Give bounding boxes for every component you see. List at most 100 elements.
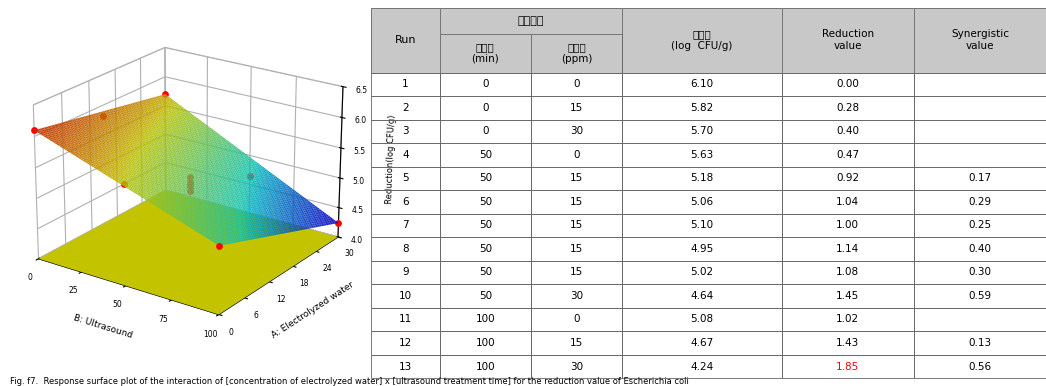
Bar: [914, 284, 1046, 308]
Text: 5.08: 5.08: [690, 315, 713, 325]
Bar: [531, 214, 622, 237]
Bar: [371, 8, 439, 73]
Bar: [781, 73, 914, 96]
Bar: [371, 284, 439, 308]
Text: 50: 50: [479, 244, 492, 254]
Text: 0.59: 0.59: [969, 291, 992, 301]
Bar: [781, 237, 914, 261]
Text: 초음파
(min): 초음파 (min): [472, 42, 499, 64]
Bar: [781, 261, 914, 284]
Text: 결과값
(log  CFU/g): 결과값 (log CFU/g): [672, 29, 732, 51]
Bar: [914, 190, 1046, 214]
Bar: [371, 308, 439, 331]
Text: 11: 11: [399, 315, 412, 325]
Text: 0: 0: [482, 103, 488, 113]
Text: Fig. f7.  Response surface plot of the interaction of [concentration of electrol: Fig. f7. Response surface plot of the in…: [10, 377, 689, 386]
Bar: [439, 261, 531, 284]
Bar: [781, 143, 914, 167]
Text: 100: 100: [476, 338, 495, 348]
Bar: [439, 120, 531, 143]
Bar: [371, 120, 439, 143]
Text: 50: 50: [479, 291, 492, 301]
Y-axis label: A: Electrolyzed water: A: Electrolyzed water: [271, 279, 356, 340]
Text: 5.82: 5.82: [690, 103, 713, 113]
Bar: [531, 34, 622, 73]
Text: 0: 0: [482, 80, 488, 89]
Text: 0.25: 0.25: [969, 220, 992, 230]
Text: 15: 15: [570, 338, 583, 348]
Bar: [914, 96, 1046, 120]
Text: 4: 4: [403, 150, 409, 160]
Bar: [622, 190, 781, 214]
Bar: [622, 167, 781, 190]
Bar: [622, 308, 781, 331]
Text: 100: 100: [476, 315, 495, 325]
Bar: [531, 261, 622, 284]
Text: 5.18: 5.18: [690, 173, 713, 183]
Bar: [531, 190, 622, 214]
Bar: [531, 308, 622, 331]
Text: 0: 0: [482, 126, 488, 136]
Text: 1.14: 1.14: [836, 244, 860, 254]
Bar: [622, 237, 781, 261]
Bar: [439, 143, 531, 167]
Bar: [439, 284, 531, 308]
Text: Reduction
value: Reduction value: [822, 29, 873, 51]
Text: 0: 0: [573, 80, 579, 89]
Text: 15: 15: [570, 244, 583, 254]
Text: 0.40: 0.40: [836, 126, 859, 136]
Bar: [531, 120, 622, 143]
Bar: [371, 190, 439, 214]
Text: 4.24: 4.24: [690, 362, 713, 371]
Bar: [371, 355, 439, 378]
Text: 1.00: 1.00: [836, 220, 859, 230]
Bar: [914, 308, 1046, 331]
Bar: [622, 143, 781, 167]
Bar: [781, 8, 914, 73]
Text: 처리조건: 처리조건: [518, 16, 544, 26]
Text: 0.56: 0.56: [969, 362, 992, 371]
Text: 6.10: 6.10: [690, 80, 713, 89]
Bar: [531, 167, 622, 190]
Bar: [914, 355, 1046, 378]
Text: 1.08: 1.08: [836, 267, 859, 278]
Bar: [439, 190, 531, 214]
Text: 50: 50: [479, 267, 492, 278]
X-axis label: B: Ultrasound: B: Ultrasound: [72, 313, 133, 340]
Bar: [914, 261, 1046, 284]
Bar: [371, 331, 439, 355]
Text: 50: 50: [479, 220, 492, 230]
Bar: [531, 96, 622, 120]
Text: 50: 50: [479, 173, 492, 183]
Text: 소독제
(ppm): 소독제 (ppm): [561, 42, 592, 64]
Bar: [531, 284, 622, 308]
Bar: [371, 73, 439, 96]
Bar: [439, 96, 531, 120]
Text: 8: 8: [403, 244, 409, 254]
Text: 15: 15: [570, 220, 583, 230]
Bar: [914, 167, 1046, 190]
Text: 30: 30: [570, 291, 583, 301]
Text: 50: 50: [479, 197, 492, 207]
Text: 0.30: 0.30: [969, 267, 992, 278]
Text: 1.02: 1.02: [836, 315, 859, 325]
Text: 1.43: 1.43: [836, 338, 860, 348]
Text: 15: 15: [570, 267, 583, 278]
Text: 100: 100: [476, 362, 495, 371]
Text: 4.95: 4.95: [690, 244, 713, 254]
Bar: [439, 167, 531, 190]
Text: 0.13: 0.13: [969, 338, 992, 348]
Text: 1.85: 1.85: [836, 362, 860, 371]
Bar: [439, 8, 622, 34]
Text: 0.28: 0.28: [836, 103, 859, 113]
Text: 0.92: 0.92: [836, 173, 859, 183]
Text: 30: 30: [570, 362, 583, 371]
Bar: [439, 214, 531, 237]
Bar: [781, 190, 914, 214]
Bar: [531, 355, 622, 378]
Text: 3: 3: [403, 126, 409, 136]
Bar: [531, 34, 622, 73]
Text: 0: 0: [573, 315, 579, 325]
Bar: [622, 355, 781, 378]
Bar: [439, 34, 531, 73]
